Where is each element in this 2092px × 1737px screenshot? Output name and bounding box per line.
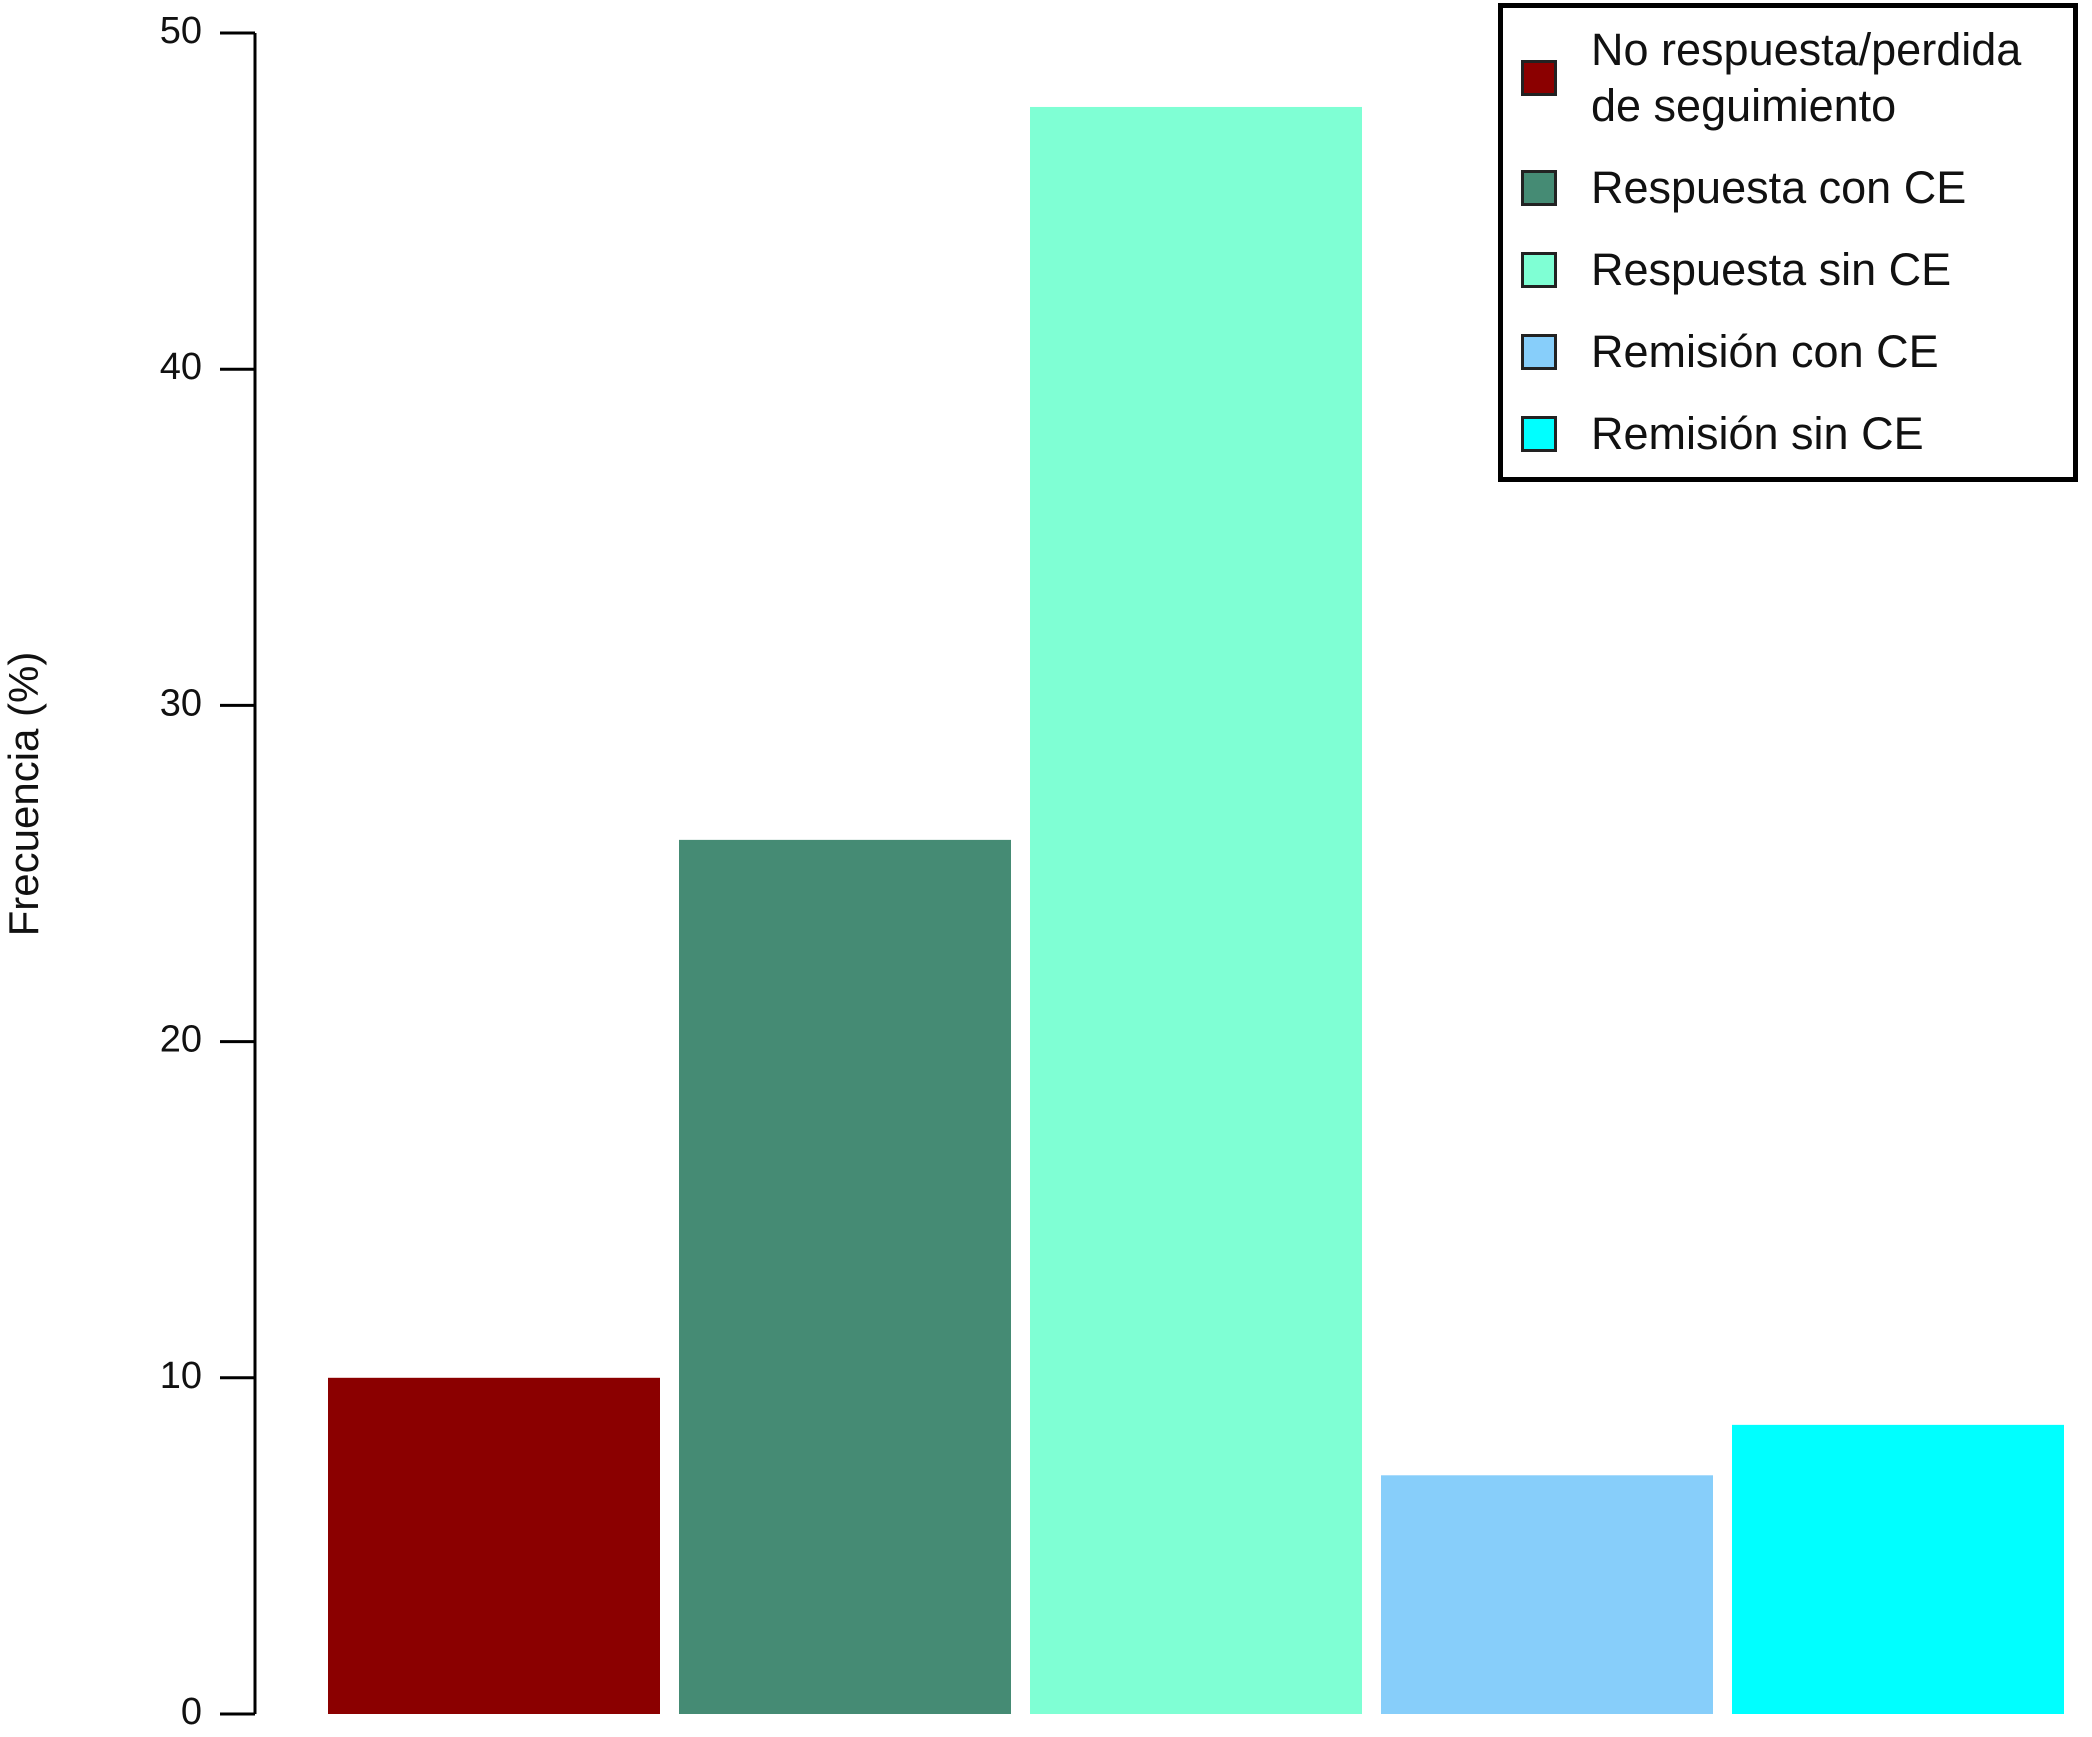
legend-item: Remisión sin CE (1521, 406, 2063, 462)
y-tick-label: 50 (160, 10, 202, 52)
y-tick-label: 20 (160, 1019, 202, 1061)
legend-label: Remisión con CE (1591, 326, 1939, 377)
legend-item: Remisión con CE (1521, 324, 2063, 380)
y-axis-title: Frecuencia (%) (0, 652, 47, 937)
legend-item: No respuesta/perdida de seguimiento (1521, 22, 2063, 134)
y-tick-label: 0 (181, 1691, 202, 1733)
legend-item: Respuesta con CE (1521, 160, 2063, 216)
legend-label: Respuesta sin CE (1591, 244, 1952, 295)
legend-swatch (1521, 416, 1557, 452)
y-tick-label: 10 (160, 1355, 202, 1397)
legend-label: No respuesta/perdida de seguimiento (1591, 24, 2022, 131)
y-tick-label: 40 (160, 346, 202, 388)
legend: No respuesta/perdida de seguimiento Respu… (1498, 3, 2078, 482)
legend-label: Respuesta con CE (1591, 162, 1967, 213)
legend-swatch (1521, 170, 1557, 206)
bar (1381, 1475, 1713, 1714)
legend-item: Respuesta sin CE (1521, 242, 2063, 298)
legend-swatch (1521, 252, 1557, 288)
legend-swatch (1521, 60, 1557, 96)
bar (328, 1377, 660, 1714)
bar (1732, 1424, 2064, 1714)
legend-swatch (1521, 334, 1557, 370)
legend-label: Remisión sin CE (1591, 408, 1924, 459)
y-tick-label: 30 (160, 682, 202, 724)
bar (679, 839, 1011, 1714)
bar (1030, 106, 1362, 1715)
